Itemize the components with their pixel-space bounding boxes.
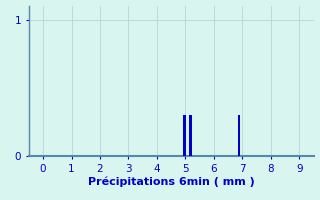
Bar <box>189 115 192 156</box>
Bar <box>183 115 186 156</box>
X-axis label: Précipitations 6min ( mm ): Précipitations 6min ( mm ) <box>88 176 255 187</box>
Bar <box>238 115 240 156</box>
